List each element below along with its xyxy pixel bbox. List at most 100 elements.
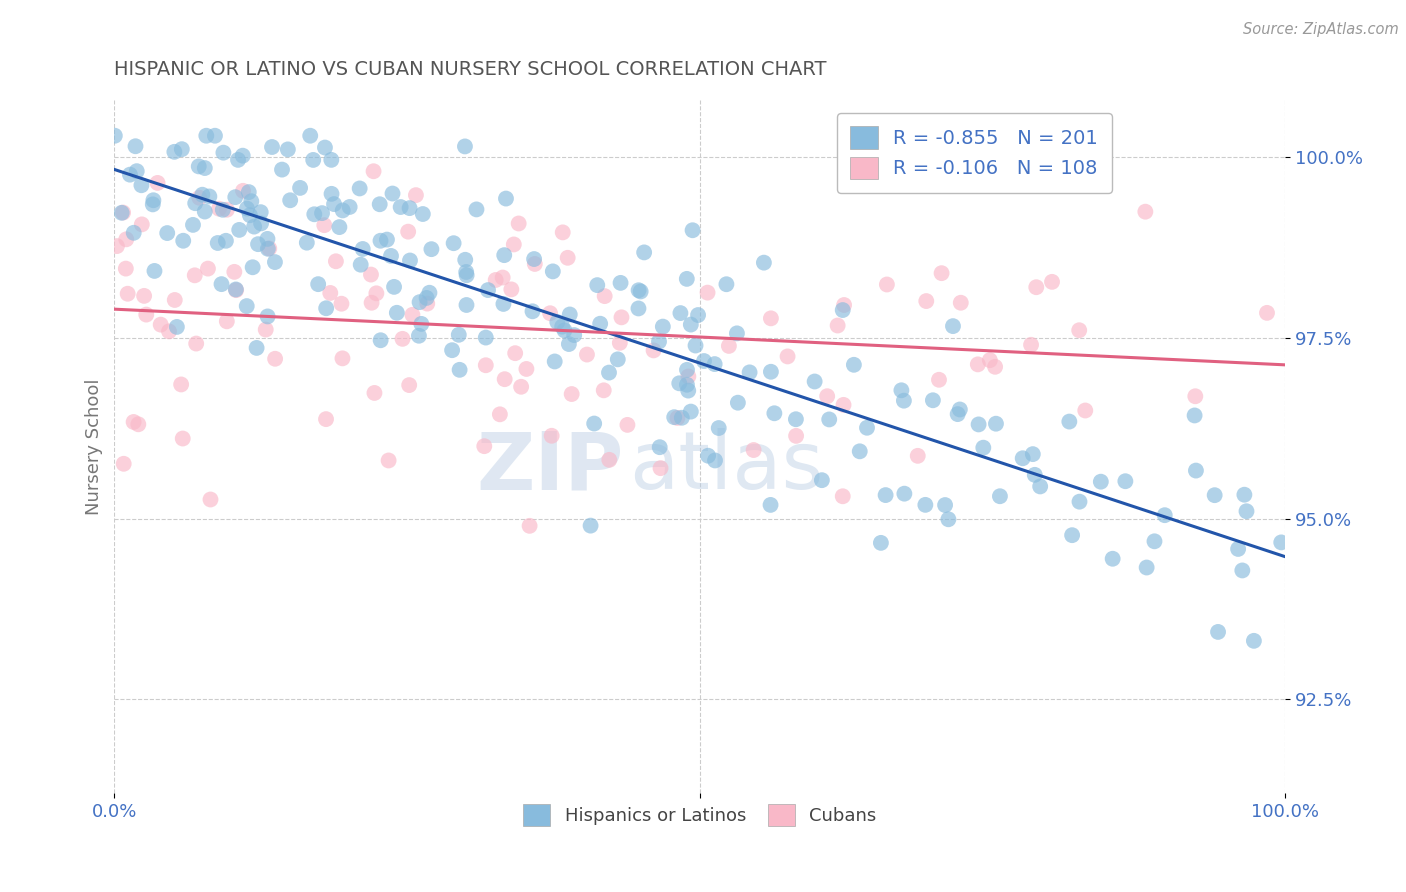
- Text: ZIP: ZIP: [477, 428, 624, 507]
- Point: [648, 440, 671, 454]
- Point: [707, 421, 730, 435]
- Point: [156, 226, 179, 240]
- Point: [232, 184, 254, 198]
- Text: Source: ZipAtlas.com: Source: ZipAtlas.com: [1243, 22, 1399, 37]
- Point: [610, 310, 633, 325]
- Point: [502, 237, 524, 252]
- Point: [260, 140, 283, 154]
- Point: [259, 242, 281, 256]
- Point: [236, 202, 259, 216]
- Point: [946, 407, 969, 421]
- Point: [630, 285, 652, 299]
- Point: [651, 319, 673, 334]
- Point: [142, 193, 165, 207]
- Point: [725, 326, 748, 341]
- Point: [405, 188, 427, 202]
- Point: [187, 160, 209, 174]
- Point: [204, 128, 226, 143]
- Point: [831, 489, 853, 503]
- Point: [302, 153, 325, 167]
- Point: [546, 315, 568, 329]
- Point: [682, 223, 704, 237]
- Point: [170, 142, 193, 156]
- Point: [389, 200, 412, 214]
- Point: [211, 277, 233, 292]
- Point: [242, 260, 264, 275]
- Point: [328, 220, 350, 235]
- Point: [540, 429, 562, 443]
- Point: [105, 239, 128, 253]
- Point: [1136, 560, 1159, 574]
- Point: [166, 320, 188, 334]
- Point: [295, 235, 318, 250]
- Point: [125, 164, 148, 178]
- Point: [131, 178, 153, 193]
- Point: [627, 301, 650, 316]
- Point: [915, 294, 938, 309]
- Point: [224, 265, 246, 279]
- Point: [277, 142, 299, 156]
- Point: [391, 332, 413, 346]
- Point: [1184, 389, 1206, 403]
- Point: [876, 277, 898, 292]
- Point: [870, 536, 893, 550]
- Point: [112, 457, 135, 471]
- Text: atlas: atlas: [630, 428, 824, 507]
- Point: [914, 498, 936, 512]
- Point: [172, 234, 194, 248]
- Point: [949, 295, 972, 310]
- Point: [1206, 624, 1229, 639]
- Point: [226, 153, 249, 167]
- Point: [420, 242, 443, 256]
- Point: [598, 453, 620, 467]
- Point: [163, 293, 186, 307]
- Point: [1011, 451, 1033, 466]
- Point: [408, 328, 430, 343]
- Point: [441, 343, 464, 358]
- Point: [648, 334, 671, 349]
- Point: [495, 192, 517, 206]
- Point: [803, 375, 825, 389]
- Point: [186, 336, 208, 351]
- Point: [949, 402, 972, 417]
- Point: [321, 153, 343, 167]
- Point: [1256, 306, 1278, 320]
- Point: [370, 234, 392, 248]
- Point: [1031, 136, 1053, 150]
- Point: [184, 196, 207, 211]
- Point: [890, 384, 912, 398]
- Point: [519, 518, 541, 533]
- Point: [142, 197, 165, 211]
- Point: [124, 139, 146, 153]
- Point: [1025, 280, 1047, 294]
- Point: [693, 354, 716, 368]
- Point: [170, 377, 193, 392]
- Point: [759, 311, 782, 326]
- Point: [558, 337, 581, 351]
- Point: [314, 140, 336, 154]
- Point: [697, 449, 720, 463]
- Point: [264, 255, 287, 269]
- Point: [131, 218, 153, 232]
- Point: [443, 236, 465, 251]
- Point: [1204, 488, 1226, 502]
- Point: [211, 202, 233, 217]
- Point: [323, 197, 346, 211]
- Point: [215, 202, 238, 217]
- Point: [984, 417, 1007, 431]
- Point: [593, 289, 616, 303]
- Point: [562, 328, 585, 343]
- Point: [704, 453, 727, 467]
- Point: [686, 308, 709, 322]
- Point: [501, 282, 523, 296]
- Point: [247, 237, 270, 252]
- Point: [558, 308, 581, 322]
- Point: [398, 201, 420, 215]
- Point: [1069, 323, 1091, 337]
- Point: [311, 206, 333, 220]
- Point: [893, 393, 915, 408]
- Point: [685, 338, 707, 352]
- Point: [366, 286, 388, 301]
- Point: [492, 270, 515, 285]
- Point: [696, 285, 718, 300]
